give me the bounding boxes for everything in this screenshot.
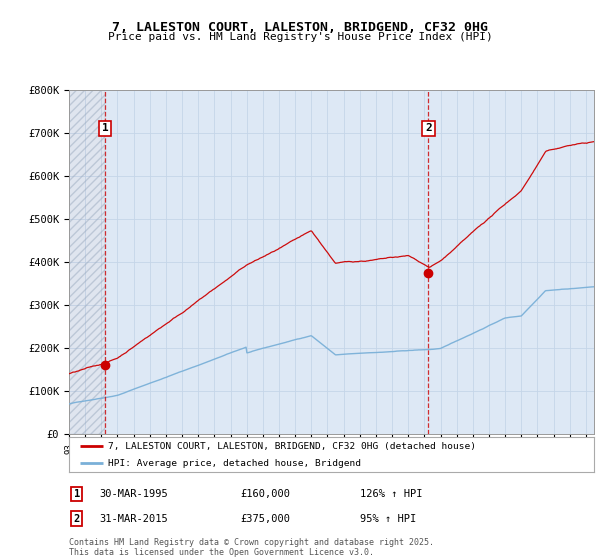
Text: 1: 1: [102, 123, 109, 133]
Text: 7, LALESTON COURT, LALESTON, BRIDGEND, CF32 0HG: 7, LALESTON COURT, LALESTON, BRIDGEND, C…: [112, 21, 488, 34]
Text: £160,000: £160,000: [240, 489, 290, 499]
Text: 95% ↑ HPI: 95% ↑ HPI: [360, 514, 416, 524]
Text: Contains HM Land Registry data © Crown copyright and database right 2025.
This d: Contains HM Land Registry data © Crown c…: [69, 538, 434, 557]
Text: HPI: Average price, detached house, Bridgend: HPI: Average price, detached house, Brid…: [109, 459, 361, 468]
Text: £375,000: £375,000: [240, 514, 290, 524]
Text: 126% ↑ HPI: 126% ↑ HPI: [360, 489, 422, 499]
Text: 7, LALESTON COURT, LALESTON, BRIDGEND, CF32 0HG (detached house): 7, LALESTON COURT, LALESTON, BRIDGEND, C…: [109, 442, 476, 451]
Bar: [69, 90, 106, 434]
Text: 31-MAR-2015: 31-MAR-2015: [99, 514, 168, 524]
Text: 30-MAR-1995: 30-MAR-1995: [99, 489, 168, 499]
Text: 1: 1: [74, 489, 80, 499]
Bar: [69, 90, 106, 434]
Text: 2: 2: [425, 123, 432, 133]
Text: Price paid vs. HM Land Registry's House Price Index (HPI): Price paid vs. HM Land Registry's House …: [107, 32, 493, 43]
Text: 2: 2: [74, 514, 80, 524]
